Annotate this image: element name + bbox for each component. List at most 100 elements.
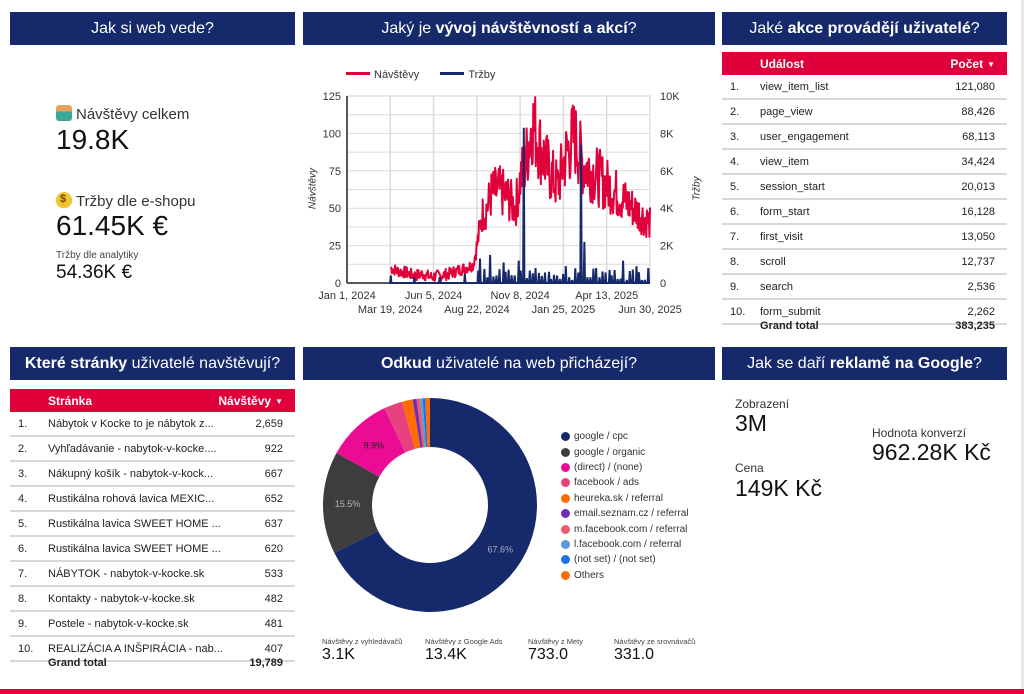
row-index: 2. [18, 443, 28, 455]
trend-legend: Návštěvy Tržby [346, 69, 495, 81]
table-row[interactable]: 3. user_engagement 68,113 [722, 125, 1007, 150]
pages-col-value[interactable]: Návštěvy ▼ [218, 394, 283, 408]
table-row[interactable]: 8. scroll 12,737 [722, 250, 1007, 275]
row-value: 652 [264, 493, 283, 505]
table-row[interactable]: 5. Rustikálna lavica SWEET HOME ... 637 [10, 512, 295, 537]
sources-donut-chart: 67.6% 15.5% 9.9% [323, 398, 537, 612]
table-row[interactable]: 9. Postele - nabytok-v-kocke.sk 481 [10, 612, 295, 637]
table-row[interactable]: 7. NÁBYTOK - nabytok-v-kocke.sk 533 [10, 562, 295, 587]
legend-item[interactable]: google / cpc [561, 429, 688, 444]
legend-label: l.facebook.com / referral [574, 538, 682, 550]
table-row[interactable]: 6. form_start 16,128 [722, 200, 1007, 225]
legend-item[interactable]: heureka.sk / referral [561, 491, 688, 506]
legend-label-revenue: Tržby [468, 69, 496, 81]
legend-item[interactable]: m.facebook.com / referral [561, 521, 688, 536]
donut-slice[interactable] [323, 452, 380, 553]
donut-slice[interactable] [384, 401, 415, 453]
table-row[interactable]: 10. form_submit 2,262 [722, 300, 1007, 325]
pages-title-post: uživatelé navštěvují? [127, 354, 281, 372]
y-tick-label: 125 [323, 91, 341, 103]
sources-header: Odkud uživatelé na web přicházejí? [303, 347, 715, 380]
sort-desc-icon[interactable]: ▼ [275, 397, 283, 406]
src-kpi-value-search: 3.1K [322, 646, 355, 663]
series-visits-line [390, 96, 651, 282]
legend-swatch [561, 555, 570, 565]
y2-tick-label: 2K [660, 241, 674, 253]
legend-item[interactable]: Others [561, 568, 688, 583]
legend-item[interactable]: google / organic [561, 444, 688, 459]
x-tick-label: Jan 25, 2025 [532, 304, 596, 316]
pages-col-value-label: Návštěvy [218, 394, 272, 408]
ads-title-pre: Jak se daří [747, 354, 830, 372]
table-row[interactable]: 4. Rustikálna rohová lavica MEXIC... 652 [10, 487, 295, 512]
row-index: 1. [730, 81, 740, 93]
row-index: 3. [730, 131, 740, 143]
row-index: 10. [18, 643, 34, 655]
donut-slice[interactable] [422, 398, 428, 448]
row-name: first_visit [760, 231, 803, 243]
row-value: 2,262 [967, 306, 995, 318]
table-row[interactable]: 2. Vyhľadávanie - nabytok-v-kocke.... 922 [10, 437, 295, 462]
pages-col-name[interactable]: Stránka [48, 394, 93, 408]
eshop-revenue-label-text: Tržby dle e-shopu [76, 193, 196, 210]
donut-slice[interactable] [402, 399, 421, 450]
legend-item-visits[interactable]: Návštěvy [346, 69, 419, 81]
row-value: 13,050 [961, 231, 995, 243]
donut-slice[interactable] [416, 398, 425, 448]
legend-item[interactable]: l.facebook.com / referral [561, 537, 688, 552]
overview-header: Jak si web vede? [10, 12, 295, 45]
legend-label-visits: Návštěvy [374, 69, 420, 81]
legend-label: (not set) / (not set) [574, 554, 656, 566]
table-row[interactable]: 8. Kontakty - nabytok-v-kocke.sk 482 [10, 587, 295, 612]
row-value: 667 [264, 468, 283, 480]
legend-item[interactable]: facebook / ads [561, 475, 688, 490]
trend-title-bold: vývoj návštěvností a akcí [435, 19, 628, 37]
scrollbar[interactable] [1021, 0, 1024, 689]
pages-title-bold: Které stránky [24, 354, 128, 372]
grand-total-label: Grand total [760, 320, 819, 332]
row-name: view_item [760, 156, 809, 168]
pages-header: Které stránky uživatelé navštěvují? [10, 347, 295, 380]
table-row[interactable]: 4. view_item 34,424 [722, 150, 1007, 175]
row-index: 9. [730, 281, 740, 293]
table-row[interactable]: 10. REALIZÁCIA A INŠPIRÁCIA - nab... 407 [10, 637, 295, 662]
conversion-value: 962.28K Kč [872, 439, 991, 465]
donut-slice[interactable] [425, 398, 430, 448]
events-col-value[interactable]: Počet ▼ [950, 57, 995, 71]
legend-label: email.seznam.cz / referral [574, 508, 689, 520]
legend-item[interactable]: email.seznam.cz / referral [561, 506, 688, 521]
table-row[interactable]: 7. first_visit 13,050 [722, 225, 1007, 250]
table-row[interactable]: 3. Nákupný košík - nabytok-v-kock... 667 [10, 462, 295, 487]
events-col-name[interactable]: Událost [760, 57, 805, 71]
table-row[interactable]: 1. view_item_list 121,080 [722, 75, 1007, 100]
sort-desc-icon[interactable]: ▼ [987, 60, 995, 69]
cost-label: Cena [735, 461, 764, 475]
legend-item-revenue[interactable]: Tržby [440, 69, 495, 81]
legend-item[interactable]: (not set) / (not set) [561, 552, 688, 567]
visits-kpi-value: 19.8K [56, 124, 130, 155]
y2-tick-label: 10K [660, 91, 680, 103]
table-row[interactable]: 5. session_start 20,013 [722, 175, 1007, 200]
row-value: 121,080 [955, 81, 995, 93]
donut-slice[interactable] [412, 398, 423, 448]
table-row[interactable]: 6. Rustikálna lavica SWEET HOME ... 620 [10, 537, 295, 562]
donut-slice[interactable] [336, 408, 406, 477]
person-raising-hand-icon [56, 105, 72, 121]
events-title-bold: akce provádějí uživatelé [787, 19, 971, 37]
legend-swatch [561, 539, 570, 549]
donut-slice[interactable] [334, 398, 537, 612]
slice-percent-label: 9.9% [363, 441, 384, 451]
trend-header: Jaký je vývoj návštěvností a akcí? [303, 12, 715, 45]
legend-item[interactable]: (direct) / (none) [561, 460, 688, 475]
grand-total-row: Grand total 383,235 [722, 319, 1007, 335]
row-name: Postele - nabytok-v-kocke.sk [48, 618, 189, 630]
row-name: REALIZÁCIA A INŠPIRÁCIA - nab... [48, 643, 223, 655]
donut-slice[interactable] [419, 398, 426, 448]
impressions-label: Zobrazení [735, 397, 790, 411]
row-index: 8. [730, 256, 740, 268]
table-row[interactable]: 1. Nábytok v Kocke to je nábytok z... 2,65… [10, 412, 295, 437]
row-index: 3. [18, 468, 28, 480]
table-row[interactable]: 2. page_view 88,426 [722, 100, 1007, 125]
table-row[interactable]: 9. search 2,536 [722, 275, 1007, 300]
